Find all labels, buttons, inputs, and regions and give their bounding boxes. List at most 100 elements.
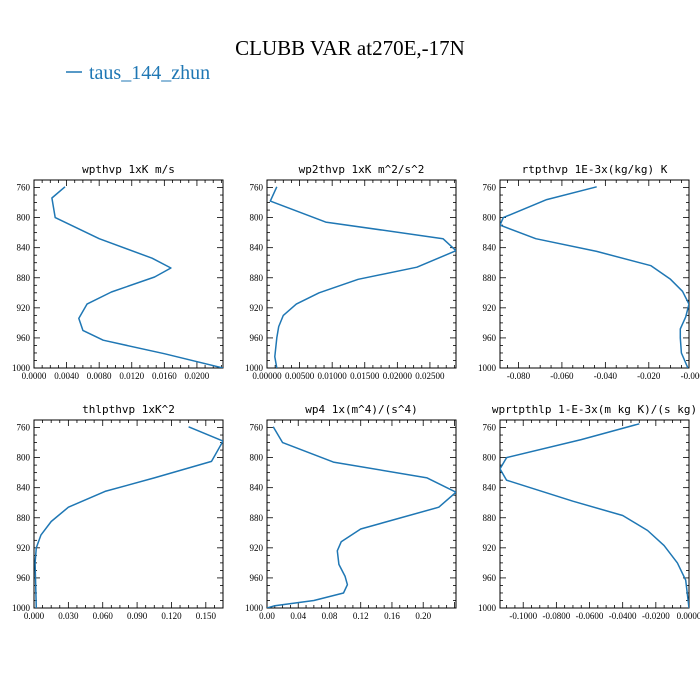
x-tick-label: -0.0800	[542, 611, 570, 621]
x-tick-label: -0.040	[594, 371, 618, 381]
x-tick-label: 0.060	[93, 611, 114, 621]
x-tick-label: 0.02500	[415, 371, 445, 381]
y-tick-label: 960	[17, 333, 31, 343]
y-tick-label: 960	[250, 333, 264, 343]
panel-title: thlpthvp 1xK^2	[82, 403, 175, 416]
y-tick-label: 1000	[245, 363, 264, 373]
x-tick-label: 0.150	[196, 611, 217, 621]
x-tick-label: 0.01000	[318, 371, 348, 381]
y-tick-label: 840	[250, 243, 264, 253]
panel-3: thlpthvp 1xK^2 760 800 840 880 920 960 10000.00…	[12, 403, 224, 621]
y-tick-label: 1000	[12, 603, 31, 613]
panel-5: wprtpthlp 1-E-3x(m kg K)/(s kg) 760 800 840…	[478, 403, 700, 621]
x-tick-label: 0.16	[384, 611, 400, 621]
y-tick-label: 760	[483, 423, 497, 433]
x-tick-label: 0.0120	[119, 371, 144, 381]
y-tick-label: 760	[483, 183, 497, 193]
x-tick-label: -0.0200	[642, 611, 670, 621]
x-tick-label: 0.12	[353, 611, 369, 621]
series-line	[267, 426, 456, 608]
panel-0: wpthvp 1xK m/s76080084088092096010000.00…	[12, 163, 224, 381]
plot-frame	[266, 179, 457, 369]
series-line	[34, 426, 223, 608]
x-tick-label: -0.0600	[576, 611, 604, 621]
x-tick-label: 0.0000	[22, 371, 47, 381]
x-tick-label: -0.1000	[509, 611, 537, 621]
panel-title: wp4 1x(m^4)/(s^4)	[305, 403, 418, 416]
x-tick-label: 0.20	[415, 611, 431, 621]
x-tick-label: -0.020	[637, 371, 661, 381]
x-tick-label: 0.0200	[185, 371, 210, 381]
y-tick-label: 760	[17, 423, 31, 433]
y-tick-label: 840	[250, 483, 264, 493]
x-tick-label: 0.08	[322, 611, 338, 621]
plot-frame	[499, 419, 690, 609]
y-tick-label: 800	[250, 453, 264, 463]
y-tick-label: 760	[250, 183, 264, 193]
panel-grid: wpthvp 1xK m/s76080084088092096010000.00…	[12, 163, 700, 621]
x-tick-label: -0.000	[681, 371, 700, 381]
legend-label: taus_144_zhun	[89, 62, 210, 84]
plot-frame	[33, 419, 224, 609]
x-tick-label: 0.120	[161, 611, 182, 621]
y-tick-label: 800	[17, 213, 31, 223]
x-tick-label: 0.030	[58, 611, 79, 621]
y-tick-label: 920	[250, 303, 264, 313]
y-tick-label: 880	[250, 513, 264, 523]
y-tick-label: 840	[17, 483, 31, 493]
x-tick-label: -0.060	[550, 371, 574, 381]
y-tick-label: 800	[483, 213, 497, 223]
y-tick-label: 960	[483, 333, 497, 343]
y-tick-label: 840	[483, 483, 497, 493]
x-tick-label: 0.01500	[350, 371, 380, 381]
y-tick-label: 1000	[12, 363, 31, 373]
panel-title: wpthvp 1xK m/s	[82, 163, 175, 176]
y-tick-label: 960	[17, 573, 31, 583]
y-tick-label: 960	[250, 573, 264, 583]
series-line	[500, 186, 689, 368]
y-tick-label: 920	[483, 303, 497, 313]
legend: taus_144_zhun	[66, 62, 210, 84]
panel-title: rtpthvp 1E-3x(kg/kg) K	[522, 163, 668, 176]
series-line	[500, 423, 689, 608]
y-tick-label: 960	[483, 573, 497, 583]
x-tick-label: 0.0080	[87, 371, 112, 381]
y-tick-label: 1000	[245, 603, 264, 613]
plot-frame	[499, 179, 690, 369]
y-tick-label: 880	[250, 273, 264, 283]
series-line	[51, 186, 223, 368]
panel-title: wprtpthlp 1-E-3x(m kg K)/(s kg)	[492, 403, 697, 416]
x-tick-label: -0.080	[507, 371, 531, 381]
plot-frame	[266, 419, 457, 609]
panel-1: wp2thvp 1xK m^2/s^2 760 800 840 880 920 960 100…	[245, 163, 457, 381]
x-tick-label: -0.0400	[609, 611, 637, 621]
y-tick-label: 920	[17, 543, 31, 553]
panel-2: rtpthvp 1E-3x(kg/kg) K 760 800 840 880 920 960…	[478, 163, 700, 381]
x-tick-label: 0.04	[290, 611, 306, 621]
y-tick-label: 880	[483, 273, 497, 283]
figure-title: CLUBB VAR at270E,-17N	[235, 36, 465, 60]
x-tick-label: 0.090	[127, 611, 148, 621]
y-tick-label: 800	[483, 453, 497, 463]
y-tick-label: 920	[17, 303, 31, 313]
y-tick-label: 920	[483, 543, 497, 553]
y-tick-label: 920	[250, 543, 264, 553]
x-tick-label: 0.0040	[54, 371, 79, 381]
panel-4: wp4 1x(m^4)/(s^4)76080084088092096010000…	[245, 403, 457, 621]
plot-frame	[33, 179, 224, 369]
y-tick-label: 760	[17, 183, 31, 193]
y-tick-label: 800	[17, 453, 31, 463]
y-tick-label: 840	[483, 243, 497, 253]
y-tick-label: 760	[250, 423, 264, 433]
y-tick-label: 840	[17, 243, 31, 253]
y-tick-label: 800	[250, 213, 264, 223]
y-tick-label: 1000	[478, 603, 497, 613]
x-tick-label: 0.00000	[252, 371, 282, 381]
y-tick-label: 880	[17, 513, 31, 523]
y-tick-label: 880	[17, 273, 31, 283]
y-tick-label: 880	[483, 513, 497, 523]
x-tick-label: 0.00	[259, 611, 275, 621]
y-tick-label: 1000	[478, 363, 497, 373]
panel-title: wp2thvp 1xK m^2/s^2	[299, 163, 425, 176]
